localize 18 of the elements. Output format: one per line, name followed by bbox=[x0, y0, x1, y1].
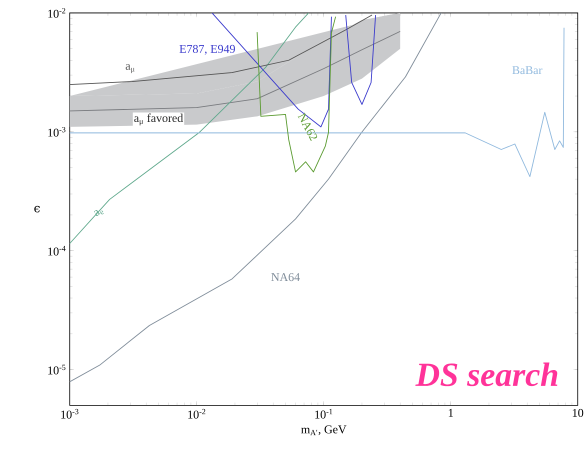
series-label: a$_{μ}$ bbox=[126, 64, 135, 74]
series-label: NA64 bbox=[271, 273, 300, 281]
series-label: E787, E949 bbox=[180, 44, 235, 55]
x-tick-label: 10 bbox=[572, 408, 584, 417]
x-tick-label: 10$^{-1}$ bbox=[315, 408, 332, 418]
y-tick-label: 10$^{-2}$ bbox=[48, 8, 66, 18]
text: NA62 bbox=[298, 112, 318, 141]
y-tick-label: 10$^{-4}$ bbox=[48, 246, 66, 256]
x-tick-label: 10$^{-2}$ bbox=[188, 408, 206, 418]
series-label: BaBar bbox=[512, 66, 542, 74]
series-label: a$_{μ}$ favored bbox=[134, 113, 184, 126]
y-axis-title: ϵ bbox=[34, 206, 40, 212]
y-tick-label: 10$^{-3}$ bbox=[48, 126, 66, 137]
y-tick-label: 10$^{-5}$ bbox=[48, 364, 66, 374]
x-tick-label: 10$^{-3}$ bbox=[61, 408, 78, 418]
annotation: DS search bbox=[415, 362, 558, 386]
x-tick-label: 1 bbox=[448, 408, 453, 417]
x-axis-title: m$_{A′}$, GeV bbox=[301, 425, 346, 436]
